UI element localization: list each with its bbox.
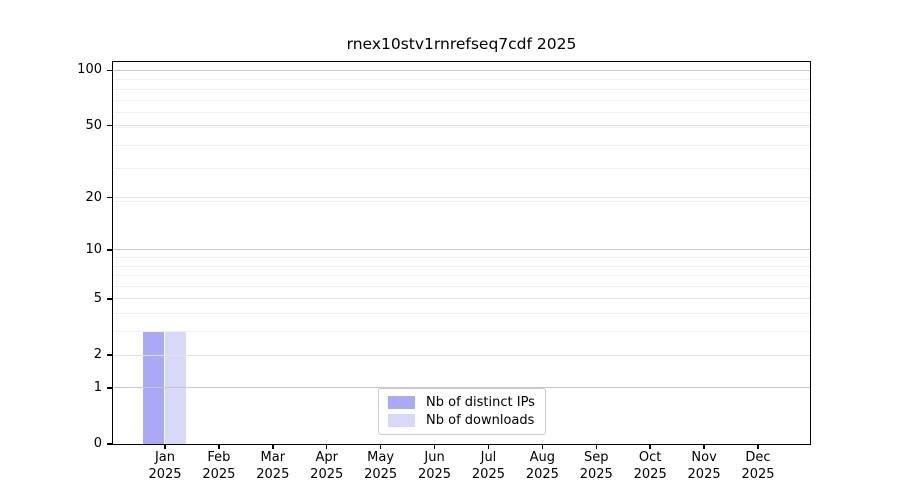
- y-tick-mark: [106, 249, 112, 251]
- x-tick-mark: [164, 444, 166, 449]
- y-tick-label: 20: [85, 189, 102, 205]
- x-tick-mark: [595, 444, 598, 449]
- x-tick-label: Jun 2025: [417, 450, 452, 482]
- x-tick-mark: [433, 444, 436, 449]
- legend: Nb of distinct IPs Nb of downloads: [378, 388, 546, 435]
- gridline-minor: [112, 112, 810, 114]
- y-tick-mark: [106, 196, 112, 199]
- gridline-major: [112, 298, 810, 300]
- x-tick-label: May 2025: [364, 450, 398, 482]
- gridline-minor: [112, 168, 810, 170]
- gridline-minor: [112, 313, 810, 315]
- x-tick-mark: [541, 444, 544, 449]
- legend-item: Nb of downloads: [388, 413, 541, 428]
- x-tick-mark: [272, 444, 274, 449]
- gridline-minor: [112, 285, 810, 287]
- x-tick-label: Jan 2025: [148, 450, 182, 482]
- bar-jan-series1: [164, 331, 187, 444]
- gridline-minor: [112, 275, 810, 277]
- gridline-minor: [112, 99, 810, 101]
- gridline-minor: [112, 257, 810, 259]
- legend-label: Nb of distinct IPs: [426, 394, 535, 410]
- gridline-major: [112, 69, 810, 71]
- x-tick-mark: [649, 444, 651, 449]
- gridline-minor: [112, 331, 810, 333]
- y-tick-label: 100: [77, 62, 102, 78]
- y-tick-label: 50: [85, 117, 102, 133]
- gridline-major: [112, 125, 810, 127]
- y-tick-mark: [106, 354, 112, 356]
- x-tick-label: Oct 2025: [633, 450, 667, 482]
- gridline-major: [112, 354, 810, 356]
- y-tick-label: 10: [85, 241, 102, 257]
- y-tick-mark: [106, 387, 112, 389]
- x-tick-label: Nov 2025: [687, 450, 721, 482]
- y-tick-label: 1: [93, 379, 102, 395]
- x-tick-mark: [757, 444, 759, 449]
- x-tick-mark: [379, 444, 382, 449]
- legend-swatch: [388, 414, 415, 428]
- legend-swatch: [388, 395, 415, 409]
- y-tick-mark: [106, 298, 112, 300]
- y-tick-mark: [106, 69, 112, 72]
- x-tick-label: Jul 2025: [471, 450, 505, 482]
- x-tick-label: Feb 2025: [202, 450, 236, 482]
- x-tick-label: Dec 2025: [741, 450, 775, 482]
- y-tick-label: 0: [93, 436, 102, 451]
- gridline-minor: [112, 79, 810, 81]
- legend-item: Nb of distinct IPs: [388, 395, 541, 410]
- x-tick-mark: [703, 444, 705, 449]
- plot-area: [111, 60, 811, 445]
- x-tick-mark: [487, 444, 490, 449]
- y-tick-label: 5: [93, 290, 102, 306]
- gridline-minor: [112, 88, 810, 90]
- gridline-minor: [112, 200, 810, 202]
- x-tick-label: Apr 2025: [310, 450, 344, 482]
- y-tick-label: 2: [93, 347, 102, 363]
- chart-title: rnex10stv1rnrefseq7cdf 2025: [346, 35, 577, 53]
- gridline-minor: [112, 265, 810, 267]
- y-tick-mark: [106, 124, 112, 127]
- x-tick-label: Mar 2025: [256, 450, 290, 482]
- gridline-minor: [112, 126, 810, 128]
- x-tick-mark: [218, 444, 220, 449]
- y-tick-mark: [106, 443, 112, 445]
- gridline-major: [112, 197, 810, 199]
- gridline-major: [112, 249, 810, 251]
- x-tick-label: Aug 2025: [525, 450, 559, 482]
- x-tick-label: Sep 2025: [579, 450, 613, 482]
- legend-label: Nb of downloads: [426, 413, 535, 429]
- x-tick-mark: [325, 444, 328, 449]
- bar-jan-series0: [142, 331, 165, 444]
- gridline-minor: [112, 144, 810, 146]
